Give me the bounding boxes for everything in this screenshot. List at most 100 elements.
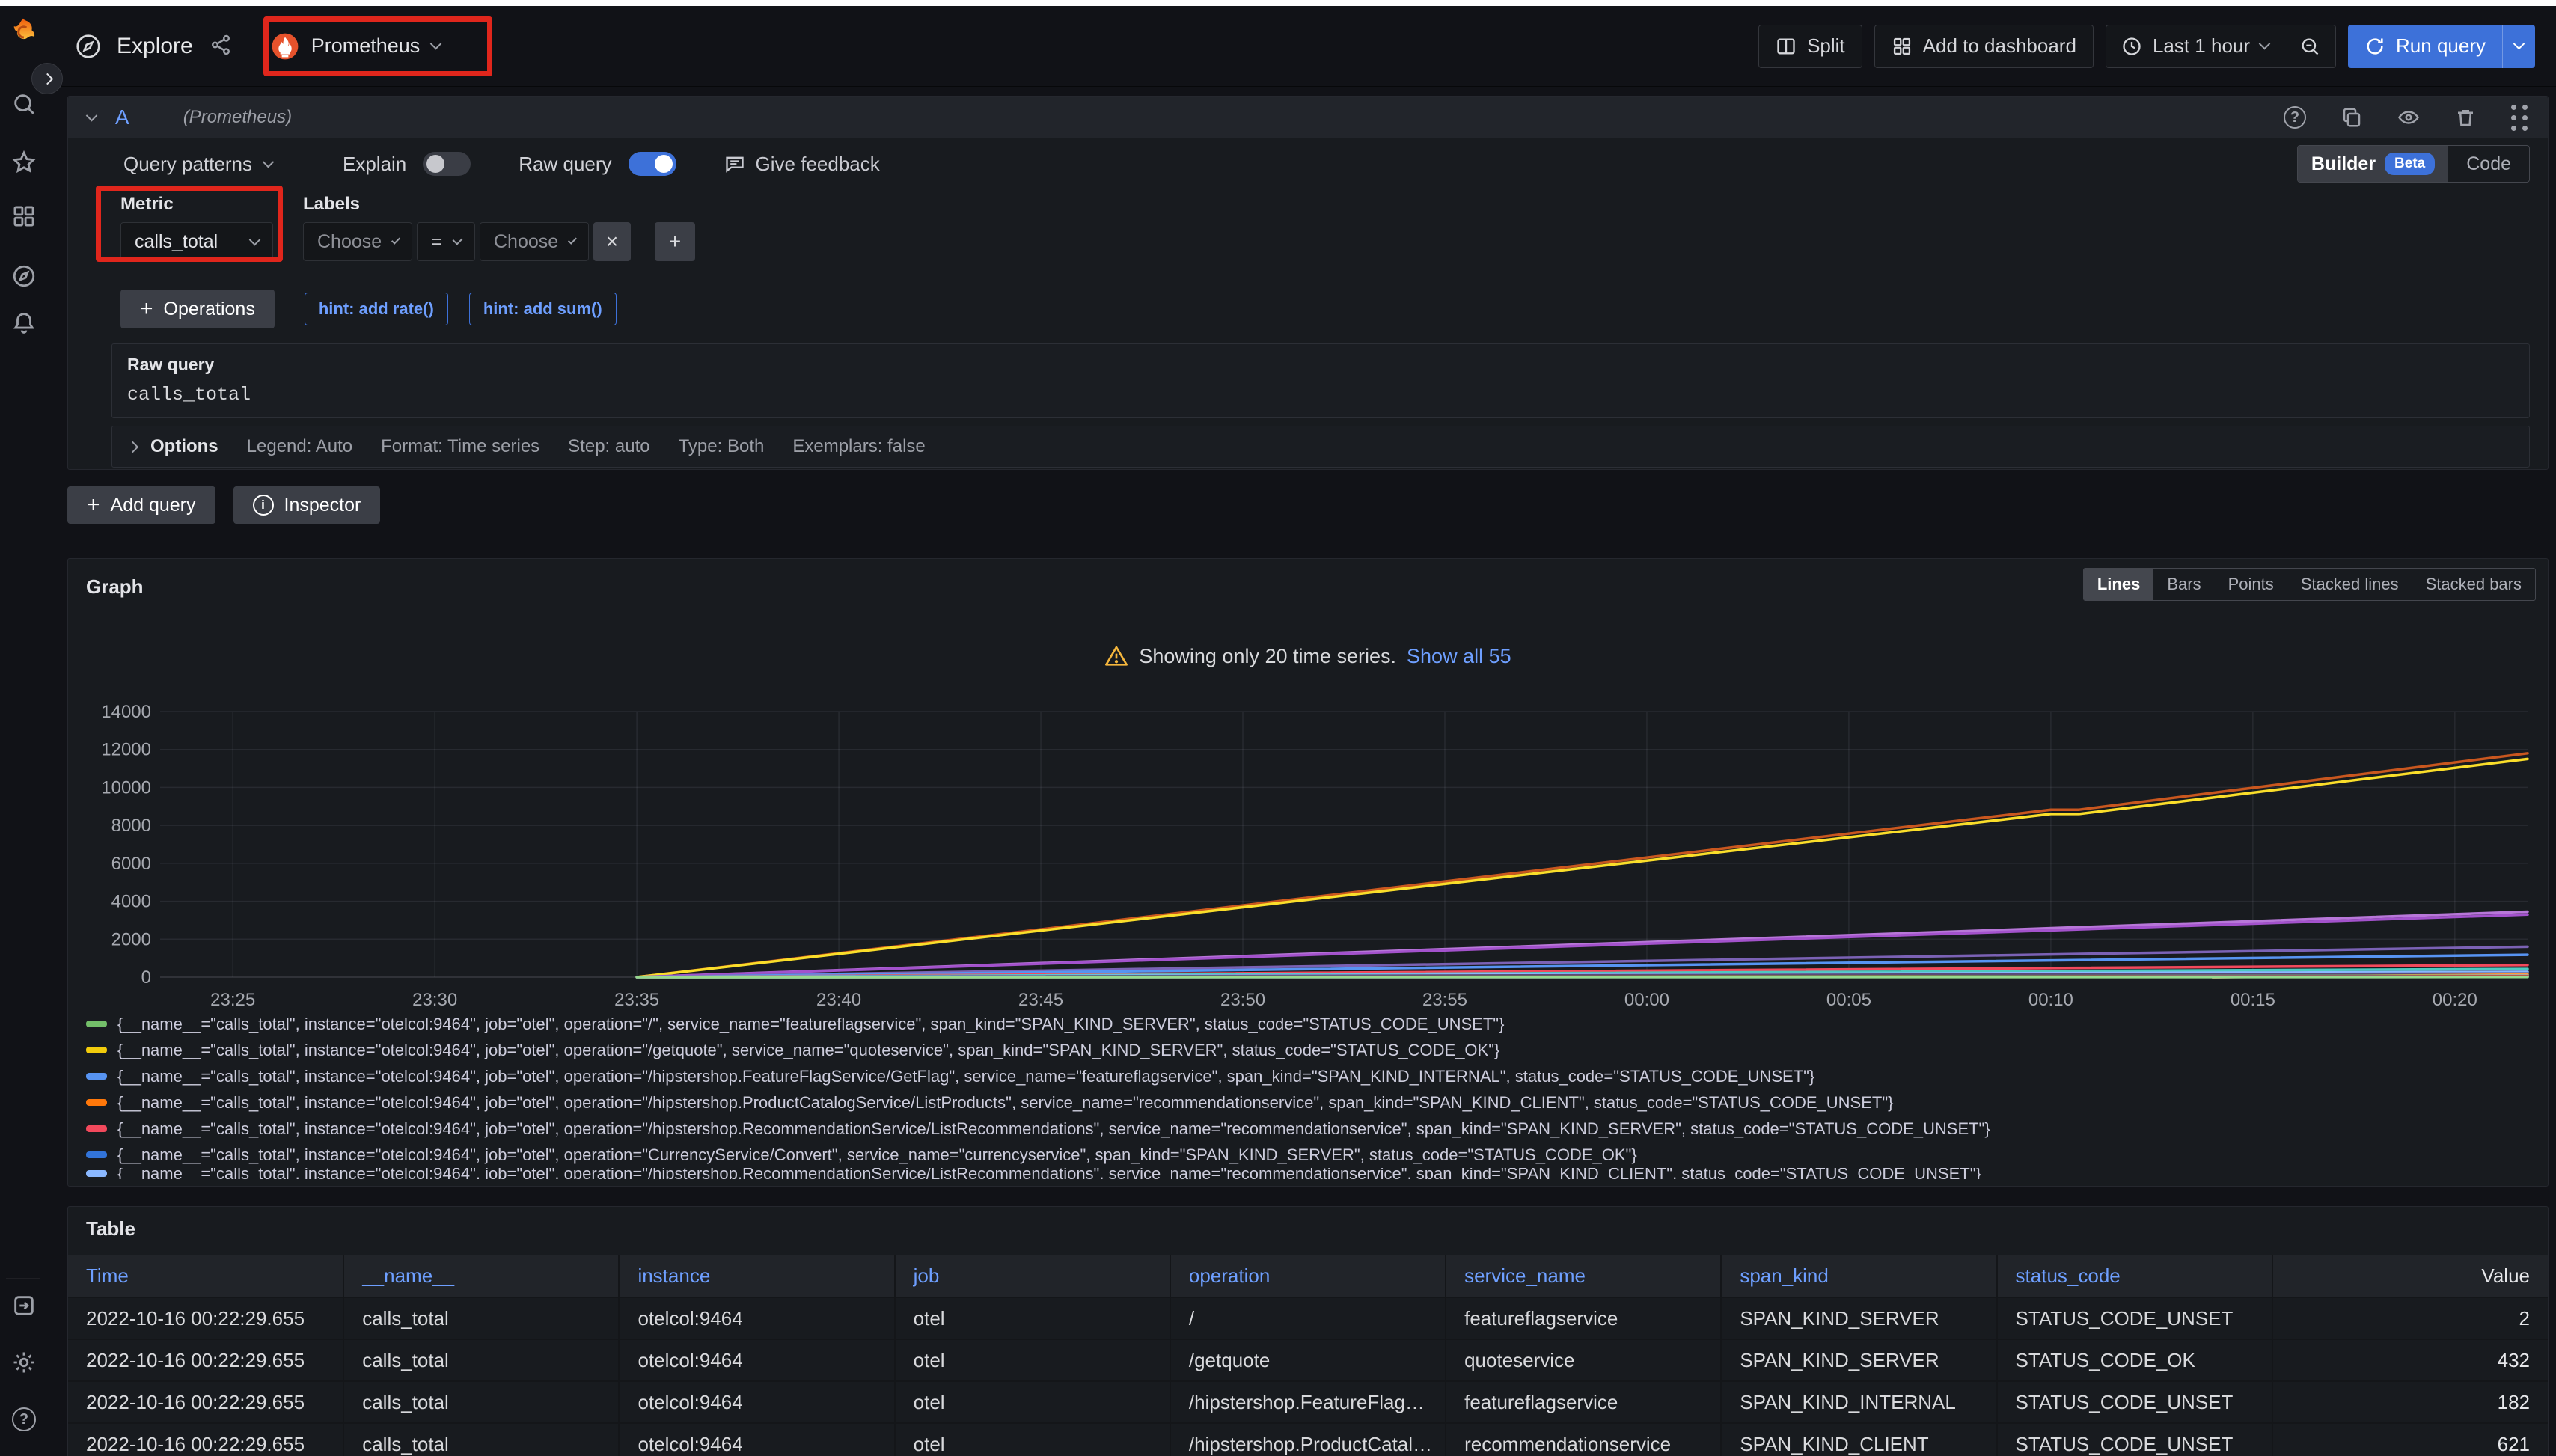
table-column-header-name[interactable]: __name__: [343, 1255, 619, 1297]
sidebar-item-help[interactable]: ?: [10, 1405, 38, 1434]
legend-item[interactable]: {__name__="calls_total", instance="otelc…: [86, 1011, 2536, 1037]
table-cell: SPAN_KIND_INTERNAL: [1721, 1381, 1996, 1423]
y-axis-tick-label: 4000: [111, 892, 151, 912]
sign-in-icon: [11, 1293, 37, 1318]
table-column-header-spankind[interactable]: span_kind: [1721, 1255, 1996, 1297]
time-series-chart[interactable]: 0200040006000800010000120001400023:2523:…: [68, 559, 2548, 1023]
sidebar-item-starred[interactable]: [10, 148, 38, 177]
help-icon: ?: [12, 1407, 36, 1431]
time-range-picker[interactable]: Last 1 hour: [2106, 25, 2284, 67]
table-column-header-time[interactable]: Time: [68, 1255, 343, 1297]
sidebar-item-dashboards[interactable]: [10, 202, 38, 230]
sidebar-item-settings[interactable]: [10, 1348, 38, 1377]
x-axis-tick-label: 23:30: [412, 990, 457, 1010]
table-column-header-instance[interactable]: instance: [619, 1255, 894, 1297]
table-column-header-statuscode[interactable]: status_code: [1997, 1255, 2272, 1297]
hide-query-eye-icon[interactable]: [2397, 106, 2420, 129]
table-cell: 2: [2272, 1297, 2548, 1339]
add-query-label: Add query: [111, 495, 196, 516]
table-cell: recommendationservice: [1446, 1423, 1721, 1456]
sidebar-item-alerting[interactable]: [10, 308, 38, 337]
chevron-down-icon: [249, 233, 261, 245]
code-mode-button[interactable]: Code: [2448, 146, 2529, 182]
builder-fields: Metric calls_total Labels Choose: [120, 194, 2530, 261]
split-button[interactable]: Split: [1758, 25, 1862, 68]
graph-panel: Graph LinesBarsPointsStacked linesStacke…: [67, 558, 2549, 1187]
duplicate-query-icon[interactable]: [2341, 106, 2363, 129]
explain-toggle[interactable]: [423, 152, 471, 176]
table-cell: otelcol:9464: [619, 1381, 894, 1423]
table-column-header-servicename[interactable]: service_name: [1446, 1255, 1721, 1297]
info-circle-icon: i: [253, 495, 274, 516]
datasource-picker[interactable]: Prometheus: [257, 23, 454, 70]
run-query-button[interactable]: Run query: [2348, 25, 2502, 68]
add-query-button[interactable]: + Add query: [67, 486, 215, 524]
query-row-actions: ?: [2284, 105, 2528, 131]
query-hint-button[interactable]: hint: add sum(): [469, 293, 617, 325]
builder-label: Builder: [2311, 153, 2376, 175]
query-patterns-label: Query patterns: [123, 153, 252, 176]
table-column-header-value[interactable]: Value: [2272, 1255, 2548, 1297]
legend-item[interactable]: {__name__="calls_total", instance="otelc…: [86, 1089, 2536, 1116]
table-cell: STATUS_CODE_UNSET: [1997, 1381, 2272, 1423]
sidebar: ?: [0, 6, 46, 1456]
metric-select[interactable]: calls_total: [120, 222, 273, 261]
chevron-down-icon: [452, 234, 462, 245]
add-label-filter-button[interactable]: +: [655, 222, 695, 261]
query-hint-button[interactable]: hint: add rate(): [305, 293, 448, 325]
table-cell: 621: [2272, 1423, 2548, 1456]
table-column-header-operation[interactable]: operation: [1170, 1255, 1446, 1297]
query-datasource-hint: (Prometheus): [183, 107, 292, 128]
chevron-right-icon: [127, 441, 139, 453]
table-cell: quoteservice: [1446, 1339, 1721, 1381]
sidebar-item-search[interactable]: [10, 90, 38, 118]
trash-icon[interactable]: [2454, 106, 2477, 129]
legend-item[interactable]: {__name__="calls_total", instance="otelc…: [86, 1037, 2536, 1063]
legend-swatch: [86, 1099, 107, 1106]
x-axis-tick-label: 23:25: [210, 990, 255, 1010]
drag-handle-icon[interactable]: [2511, 105, 2528, 131]
legend-label: {__name__="calls_total", instance="otelc…: [117, 1041, 1499, 1060]
raw-query-toggle[interactable]: [629, 152, 676, 176]
metric-field: Metric calls_total: [120, 194, 273, 261]
grafana-logo[interactable]: [7, 16, 39, 48]
remove-label-filter-button[interactable]: ×: [593, 222, 631, 261]
add-to-dashboard-label: Add to dashboard: [1923, 34, 2076, 58]
chevron-down-icon: [2259, 38, 2271, 50]
table-cell: otelcol:9464: [619, 1423, 894, 1456]
table-cell: SPAN_KIND_SERVER: [1721, 1339, 1996, 1381]
table-row: 2022-10-16 00:22:29.655calls_totalotelco…: [68, 1423, 2548, 1456]
builder-mode-button[interactable]: Builder Beta: [2298, 146, 2448, 182]
legend-label: {__name__="calls_total", instance="otelc…: [117, 1015, 1504, 1034]
legend-label: {__name__="calls_total", instance="otelc…: [117, 1093, 1894, 1113]
sidebar-item-explore[interactable]: [10, 262, 38, 290]
sidebar-item-sign-in[interactable]: [10, 1291, 38, 1320]
x-axis-tick-label: 23:45: [1018, 990, 1063, 1010]
label-value-select[interactable]: Choose: [480, 222, 589, 261]
label-operator-select[interactable]: =: [417, 222, 475, 261]
label-name-select[interactable]: Choose: [303, 222, 412, 261]
table-cell: STATUS_CODE_OK: [1997, 1339, 2272, 1381]
add-operation-button[interactable]: + Operations: [120, 290, 275, 328]
legend-label: {__name__="calls_total", instance="otelc…: [117, 1119, 1990, 1139]
share-button[interactable]: [210, 34, 232, 58]
query-row-header[interactable]: A (Prometheus) ?: [68, 97, 2548, 138]
add-to-dashboard-button[interactable]: Add to dashboard: [1874, 25, 2094, 68]
options-toggler[interactable]: Options: [129, 436, 218, 457]
query-patterns-dropdown[interactable]: Query patterns: [123, 153, 272, 176]
options-summary-item: Legend: Auto: [247, 436, 352, 457]
sidebar-divider: [6, 1278, 40, 1279]
run-query-dropdown-button[interactable]: [2502, 25, 2535, 68]
legend-item[interactable]: {__name__="calls_total", instance="otelc…: [86, 1063, 2536, 1089]
legend-item[interactable]: {__name__="calls_total", instance="otelc…: [86, 1168, 2536, 1179]
query-help-icon[interactable]: ?: [2284, 106, 2306, 129]
table-cell: 2022-10-16 00:22:29.655: [68, 1339, 343, 1381]
give-feedback-button[interactable]: Give feedback: [724, 153, 880, 176]
inspector-button[interactable]: i Inspector: [233, 486, 381, 524]
run-query-label: Run query: [2396, 34, 2486, 58]
zoom-out-time-button[interactable]: [2284, 25, 2335, 67]
table-column-header-job[interactable]: job: [895, 1255, 1170, 1297]
legend-item[interactable]: {__name__="calls_total", instance="otelc…: [86, 1116, 2536, 1142]
legend-item[interactable]: {__name__="calls_total", instance="otelc…: [86, 1142, 2536, 1168]
sidebar-expand-button[interactable]: [31, 63, 63, 94]
